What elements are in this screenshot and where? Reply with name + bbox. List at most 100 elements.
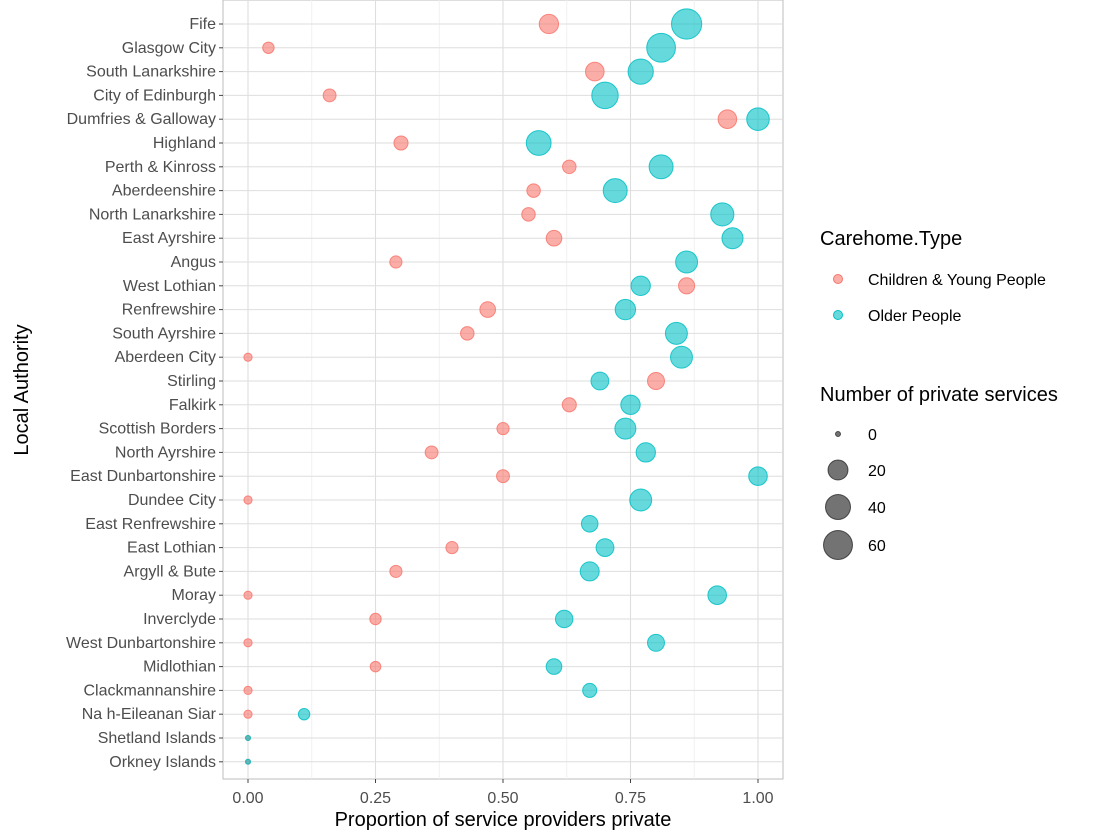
- point-older-people: [620, 394, 641, 415]
- legend: Carehome.Type Number of private services…: [820, 228, 1058, 560]
- y-tick-label: Renfrewshire: [122, 302, 216, 319]
- size-legend-key: [825, 494, 851, 520]
- point-older-people: [635, 442, 656, 463]
- y-tick-label: Highland: [153, 135, 216, 152]
- point-older-people: [671, 8, 703, 40]
- point-older-people: [602, 178, 628, 204]
- point-older-people: [590, 371, 610, 391]
- point-children-young-people: [647, 372, 665, 390]
- point-children-young-people: [369, 612, 382, 626]
- point-children-young-people: [243, 709, 253, 719]
- size-legend-label: 0: [868, 427, 877, 444]
- point-older-people: [614, 417, 637, 440]
- point-older-people: [664, 321, 688, 345]
- point-children-young-people: [393, 135, 409, 151]
- point-older-people: [646, 32, 676, 63]
- point-older-people: [627, 58, 654, 85]
- color-legend-title: Carehome.Type: [820, 228, 962, 250]
- y-tick-label: Orkney Islands: [109, 754, 216, 771]
- x-tick-label: 0.75: [615, 790, 646, 807]
- point-children-young-people: [561, 397, 577, 413]
- y-tick-label: West Lothian: [123, 278, 216, 295]
- point-children-young-people: [243, 685, 253, 696]
- point-children-young-people: [243, 495, 253, 505]
- point-children-young-people: [445, 541, 459, 555]
- y-tick-label: Argyll & Bute: [124, 563, 217, 580]
- color-legend-key: [833, 274, 843, 284]
- point-older-people: [245, 758, 251, 765]
- data-points: [243, 8, 770, 765]
- y-tick-label: East Lothian: [127, 540, 216, 557]
- point-children-young-people: [243, 352, 253, 362]
- y-tick-label: East Renfrewshire: [85, 516, 216, 533]
- point-older-people: [629, 488, 653, 512]
- x-tick-label: 0.25: [360, 790, 391, 807]
- y-tick-label: East Dunbartonshire: [70, 468, 216, 485]
- point-older-people: [545, 658, 563, 675]
- size-legend-key: [823, 530, 853, 560]
- y-tick-label: Fife: [189, 16, 216, 33]
- point-older-people: [614, 298, 637, 321]
- size-legend-label: 20: [868, 463, 886, 480]
- point-older-people: [595, 538, 615, 557]
- size-legend-title: Number of private services: [820, 384, 1058, 406]
- size-legend-label: 40: [868, 500, 886, 517]
- y-tick-label: Falkirk: [169, 397, 217, 414]
- point-older-people: [710, 202, 735, 227]
- point-children-young-people: [585, 61, 605, 82]
- point-older-people: [675, 250, 699, 274]
- y-tick-label: Dundee City: [128, 492, 216, 509]
- y-tick-label: South Ayrshire: [112, 325, 216, 342]
- point-children-young-people: [496, 469, 510, 484]
- x-tick-label: 0.50: [487, 790, 518, 807]
- point-children-young-people: [262, 41, 275, 54]
- y-tick-label: Dumfries & Galloway: [67, 111, 216, 128]
- y-tick-label: Inverclyde: [143, 611, 216, 628]
- y-tick-label: City of Edinburgh: [93, 87, 216, 104]
- y-tick-label: Aberdeenshire: [112, 183, 216, 200]
- size-legend-key: [835, 431, 841, 437]
- point-older-people: [555, 609, 574, 629]
- y-tick-label: Shetland Islands: [98, 730, 216, 747]
- point-children-young-people: [678, 277, 696, 295]
- x-tick-label: 0.00: [232, 790, 263, 807]
- size-legend-label: 60: [868, 538, 886, 555]
- y-tick-label: North Lanarkshire: [89, 206, 216, 223]
- point-older-people: [580, 515, 599, 533]
- point-children-young-people: [243, 638, 253, 648]
- point-children-young-people: [496, 422, 510, 436]
- point-children-young-people: [369, 660, 382, 673]
- y-tick-label: Na h-Eileanan Siar: [82, 706, 217, 723]
- y-tick-label: South Lanarkshire: [86, 64, 216, 81]
- point-children-young-people: [460, 326, 475, 341]
- point-older-people: [525, 130, 552, 156]
- y-tick-label: North Ayrshire: [115, 444, 216, 461]
- y-tick-label: Clackmannanshire: [83, 682, 216, 699]
- color-legend-label: Older People: [868, 308, 961, 325]
- y-tick-label: Angus: [171, 254, 216, 271]
- point-older-people: [721, 227, 744, 250]
- point-children-young-people: [389, 564, 403, 578]
- color-legend-key: [833, 310, 843, 320]
- y-tick-label: Moray: [172, 587, 216, 604]
- point-older-people: [670, 345, 693, 369]
- x-tick-labels: 0.00 0.25 0.50 0.75 1.00: [232, 779, 774, 807]
- point-children-young-people: [526, 183, 541, 198]
- y-tick-label: Midlothian: [143, 659, 216, 676]
- point-children-young-people: [424, 445, 439, 460]
- point-children-young-people: [562, 159, 577, 175]
- x-tick-label: 1.00: [742, 790, 773, 807]
- point-older-people: [245, 735, 251, 741]
- y-tick-label: Aberdeen City: [115, 349, 216, 366]
- size-legend-key: [827, 459, 849, 481]
- y-tick-labels: Fife Glasgow City South Lanarkshire City of…: [66, 16, 223, 771]
- point-older-people: [748, 466, 768, 486]
- point-children-young-people: [322, 88, 337, 103]
- point-children-young-people: [389, 255, 403, 269]
- point-older-people: [579, 561, 600, 582]
- point-older-people: [582, 682, 598, 698]
- point-children-young-people: [243, 590, 253, 600]
- point-children-young-people: [717, 109, 738, 129]
